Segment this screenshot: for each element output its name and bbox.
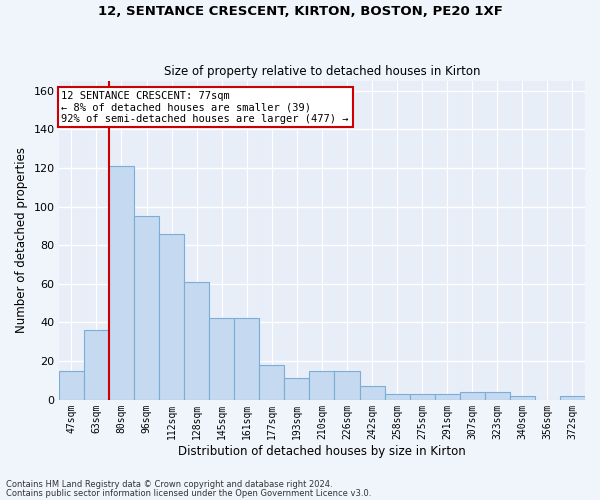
X-axis label: Distribution of detached houses by size in Kirton: Distribution of detached houses by size … [178, 444, 466, 458]
Bar [134, 216, 159, 400]
Bar [359, 386, 385, 400]
Bar [410, 394, 434, 400]
Bar [159, 234, 184, 400]
Text: 12 SENTANCE CRESCENT: 77sqm
← 8% of detached houses are smaller (39)
92% of semi: 12 SENTANCE CRESCENT: 77sqm ← 8% of deta… [61, 90, 349, 124]
Bar [84, 330, 109, 400]
Bar [334, 370, 359, 400]
Bar [510, 396, 535, 400]
Bar [560, 396, 585, 400]
Bar [184, 282, 209, 400]
Title: Size of property relative to detached houses in Kirton: Size of property relative to detached ho… [164, 66, 480, 78]
Bar [209, 318, 234, 400]
Bar [485, 392, 510, 400]
Bar [59, 370, 84, 400]
Text: 12, SENTANCE CRESCENT, KIRTON, BOSTON, PE20 1XF: 12, SENTANCE CRESCENT, KIRTON, BOSTON, P… [98, 5, 502, 18]
Y-axis label: Number of detached properties: Number of detached properties [15, 148, 28, 334]
Bar [460, 392, 485, 400]
Bar [234, 318, 259, 400]
Bar [284, 378, 310, 400]
Bar [109, 166, 134, 400]
Bar [310, 370, 334, 400]
Bar [259, 365, 284, 400]
Text: Contains HM Land Registry data © Crown copyright and database right 2024.: Contains HM Land Registry data © Crown c… [6, 480, 332, 489]
Text: Contains public sector information licensed under the Open Government Licence v3: Contains public sector information licen… [6, 488, 371, 498]
Bar [385, 394, 410, 400]
Bar [434, 394, 460, 400]
